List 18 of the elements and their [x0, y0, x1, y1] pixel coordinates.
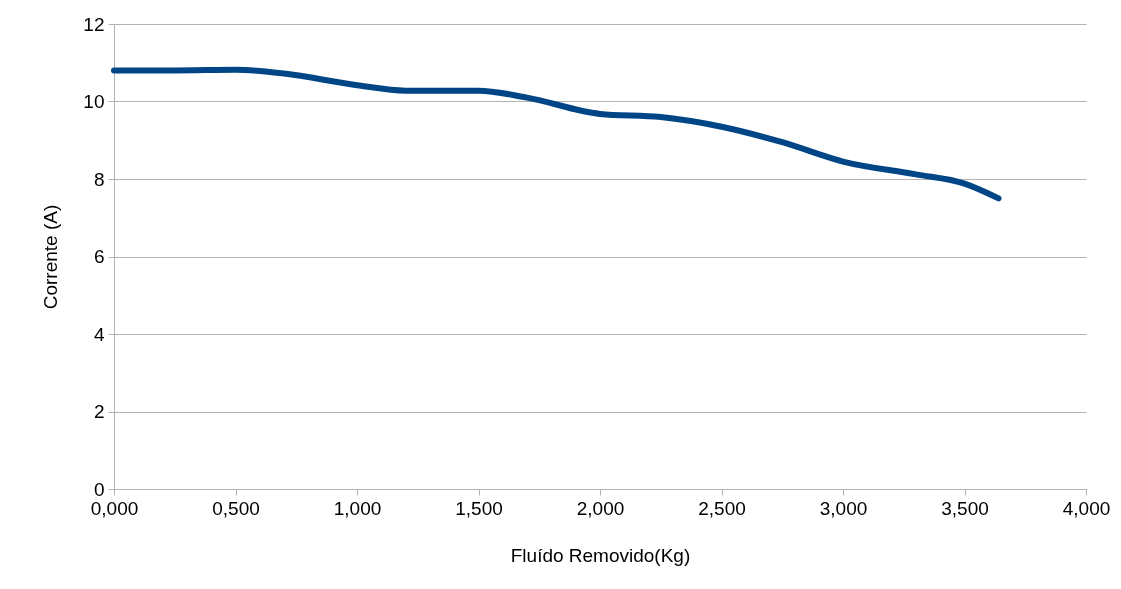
x-tick-label: 4,000	[1062, 497, 1111, 519]
x-tick-label: 1,500	[455, 497, 503, 519]
x-axis-title: Fluído Removido(Kg)	[510, 544, 691, 566]
x-tick-label: 3,000	[819, 497, 868, 519]
x-tick-label: 3,500	[941, 497, 989, 519]
y-tick-label: 2	[93, 401, 105, 422]
x-tick-label: 2,500	[698, 497, 746, 519]
x-tick-label: 0,500	[212, 497, 260, 519]
y-tick-label: 0	[93, 478, 105, 500]
y-tick-label: 4	[93, 323, 105, 345]
x-tick-label: 2,000	[576, 497, 625, 519]
y-tick-label: 12	[83, 13, 105, 35]
y-tick-label: 8	[93, 168, 105, 190]
y-tick-label: 6	[93, 246, 105, 267]
x-tick-label: 1,000	[333, 497, 382, 519]
x-tick-label: 0,000	[90, 497, 139, 519]
y-axis-title: Corrente (A)	[40, 204, 62, 310]
y-tick-label: 10	[83, 91, 105, 112]
